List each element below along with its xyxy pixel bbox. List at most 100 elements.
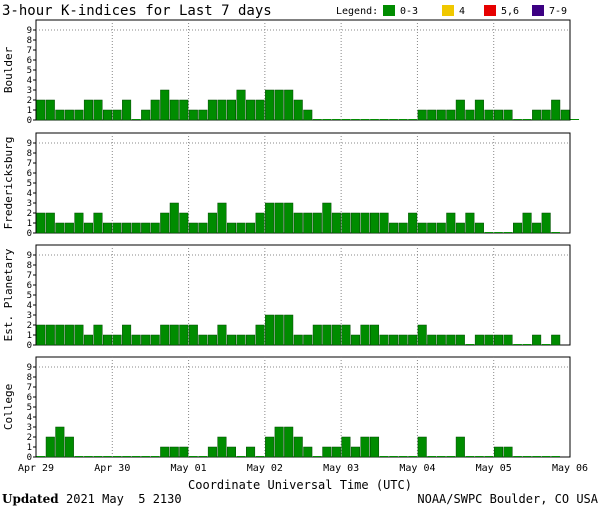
- bar: [427, 334, 437, 346]
- bar: [350, 446, 360, 458]
- bar: [198, 456, 208, 457]
- legend-label: Legend:: [336, 6, 378, 17]
- bar: [150, 99, 160, 121]
- chart-panels: 0123456789Boulder0123456789Fredericksbur…: [2, 19, 580, 463]
- bar: [179, 324, 189, 346]
- bar: [379, 456, 389, 457]
- y-tick-label: 2: [27, 96, 32, 106]
- bar: [103, 334, 113, 346]
- bar: [141, 109, 151, 121]
- bar: [55, 109, 65, 121]
- bar: [474, 334, 484, 346]
- x-tick-label: May 02: [247, 463, 283, 474]
- bar: [427, 109, 437, 121]
- x-tick-label: May 01: [171, 463, 207, 474]
- panel-label: Boulder: [2, 46, 15, 93]
- bar: [370, 212, 380, 234]
- bar: [236, 222, 246, 234]
- x-tick-label: May 05: [476, 463, 512, 474]
- bar: [188, 222, 198, 234]
- legend-swatch-1: [442, 5, 454, 16]
- bar: [217, 324, 227, 346]
- y-tick-label: 0: [27, 453, 32, 463]
- bar: [293, 334, 303, 346]
- bar: [522, 456, 532, 457]
- bar: [198, 334, 208, 346]
- bar: [331, 324, 341, 346]
- bar: [74, 109, 84, 121]
- bar: [112, 222, 122, 234]
- y-tick-label: 2: [27, 321, 32, 331]
- bar: [236, 89, 246, 121]
- bar: [322, 446, 332, 458]
- bar: [322, 202, 332, 234]
- y-tick-label: 8: [27, 261, 32, 271]
- bar: [150, 222, 160, 234]
- bar: [179, 99, 189, 121]
- bar: [303, 212, 313, 234]
- bar: [189, 456, 198, 457]
- bar: [513, 456, 522, 457]
- legend: Legend: 0-3 4 5,6 7-9: [336, 5, 567, 17]
- bar: [398, 222, 408, 234]
- bar: [198, 222, 208, 234]
- bar: [45, 212, 55, 234]
- bar: [312, 212, 322, 234]
- bar: [64, 109, 74, 121]
- bar: [293, 212, 303, 234]
- bar: [313, 456, 322, 457]
- bar: [274, 314, 284, 346]
- y-tick-label: 3: [27, 423, 32, 433]
- bar: [408, 212, 418, 234]
- bar: [455, 222, 465, 234]
- bar: [64, 222, 74, 234]
- bar: [398, 119, 408, 120]
- bar: [246, 334, 256, 346]
- bar: [284, 426, 294, 458]
- bar: [217, 436, 227, 458]
- bar: [150, 334, 160, 346]
- y-tick-label: 6: [27, 393, 32, 403]
- y-tick-label: 3: [27, 86, 32, 96]
- x-tick-label: Apr 29: [18, 463, 54, 474]
- panel-frame: [35, 132, 571, 234]
- bar: [160, 446, 170, 458]
- footer-source: NOAA/SWPC Boulder, CO USA: [417, 492, 598, 506]
- y-tick-label: 6: [27, 281, 32, 291]
- x-tick-label: May 03: [323, 463, 359, 474]
- y-tick-label: 9: [27, 26, 32, 36]
- y-tick-label: 5: [27, 179, 32, 189]
- bar: [417, 324, 427, 346]
- bar: [551, 232, 560, 233]
- bar: [322, 119, 332, 120]
- legend-swatch-3: [532, 5, 544, 16]
- bar: [265, 436, 275, 458]
- legend-item-1: 4: [459, 6, 465, 17]
- bar: [246, 99, 256, 121]
- bar: [474, 99, 484, 121]
- bar: [503, 334, 513, 346]
- bar: [379, 212, 389, 234]
- bar: [55, 222, 65, 234]
- bar: [36, 456, 46, 457]
- y-tick-label: 9: [27, 139, 32, 149]
- bar: [427, 456, 436, 457]
- bar: [389, 222, 399, 234]
- bar: [103, 109, 113, 121]
- bar: [503, 232, 513, 233]
- bar: [360, 324, 370, 346]
- bar: [64, 436, 74, 458]
- bar: [207, 334, 217, 346]
- bar: [389, 334, 399, 346]
- bar: [350, 334, 360, 346]
- bar: [541, 109, 551, 121]
- y-tick-label: 5: [27, 403, 32, 413]
- y-tick-label: 5: [27, 291, 32, 301]
- bar: [455, 334, 465, 346]
- legend-item-3: 7-9: [549, 6, 567, 17]
- bar: [255, 212, 265, 234]
- y-tick-label: 9: [27, 251, 32, 261]
- bar: [55, 324, 65, 346]
